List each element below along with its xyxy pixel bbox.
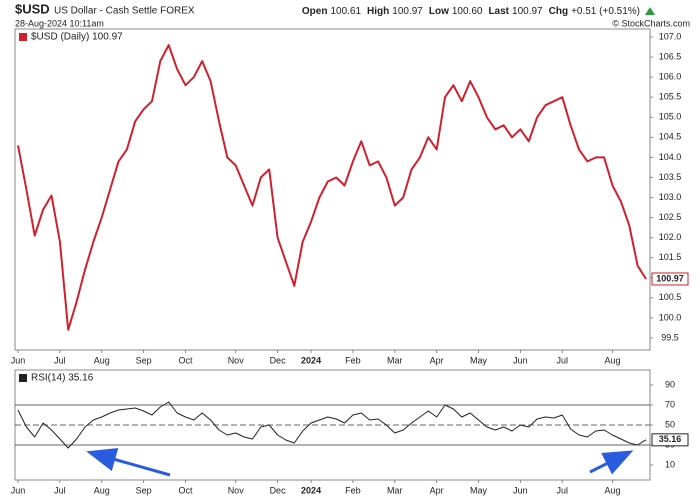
x-tick-label: Feb xyxy=(345,355,361,365)
symbol: $USD xyxy=(15,1,50,16)
x-tick-label: Feb xyxy=(345,485,361,495)
x-tick-label: Jul xyxy=(54,355,66,365)
x-tick-label: Mar xyxy=(387,485,403,495)
x-tick-label: Jun xyxy=(513,355,528,365)
x-tick-label: Apr xyxy=(430,485,444,495)
date: 28-Aug-2024 10:11am xyxy=(15,18,104,28)
x-tick-label: Nov xyxy=(228,355,245,365)
quote-label: High xyxy=(367,6,389,17)
x-tick-label: Aug xyxy=(604,485,620,495)
instrument-name: US Dollar - Cash Settle FOREX xyxy=(54,6,195,17)
x-tick-label: Aug xyxy=(604,355,620,365)
y-tick-label: 103.5 xyxy=(659,172,682,182)
x-tick-label: Oct xyxy=(178,355,193,365)
legend: RSI(14) 35.16 xyxy=(31,373,94,384)
x-tick-label: Nov xyxy=(228,485,245,495)
y-tick-label: 104.5 xyxy=(659,132,682,142)
y-tick-label: 106.5 xyxy=(659,51,682,61)
legend: $USD (Daily) 100.97 xyxy=(31,32,123,43)
x-tick-label: Oct xyxy=(178,485,193,495)
x-tick-label: Aug xyxy=(94,485,110,495)
x-tick-label: 2024 xyxy=(301,485,321,495)
quote-label: Chg xyxy=(549,6,568,17)
y-tick-label: 105.0 xyxy=(659,112,682,122)
up-icon xyxy=(645,7,655,15)
quote-label: Low xyxy=(429,6,449,17)
x-tick-label: May xyxy=(470,485,488,495)
quote-label: Open xyxy=(302,6,328,17)
x-tick-label: Jun xyxy=(11,485,26,495)
quote: Open 100.61 High 100.97 Low 100.60 Last 100.97 C… xyxy=(302,6,640,17)
y-tick-label: 99.5 xyxy=(661,332,679,342)
y-tick-label: 101.5 xyxy=(659,252,682,262)
quote-value: 100.61 xyxy=(330,6,361,17)
quote-value: 100.97 xyxy=(512,6,543,17)
y-tick-label: 100.0 xyxy=(659,312,682,322)
y-tick-label: 105.5 xyxy=(659,92,682,102)
x-tick-label: 2024 xyxy=(301,355,321,365)
quote-value: 100.97 xyxy=(392,6,423,17)
series-line xyxy=(17,44,647,331)
y-tick-label: 106.0 xyxy=(659,72,682,82)
y-tick-label: 50 xyxy=(665,419,675,429)
x-tick-label: Jul xyxy=(557,355,569,365)
x-tick-label: Jun xyxy=(11,355,26,365)
last-value-label: 100.97 xyxy=(656,273,684,283)
y-tick-label: 107.0 xyxy=(659,31,682,41)
quote-value: 100.60 xyxy=(452,6,483,17)
y-tick-label: 100.5 xyxy=(659,292,682,302)
quote-value: +0.51 (+0.51%) xyxy=(571,6,640,17)
y-tick-label: 10 xyxy=(665,459,675,469)
x-tick-label: May xyxy=(470,355,488,365)
legend-swatch xyxy=(19,33,27,41)
x-tick-label: Jul xyxy=(557,485,569,495)
last-value-tag xyxy=(651,433,689,447)
price-panel xyxy=(14,28,651,351)
x-tick-label: Jul xyxy=(54,485,66,495)
x-tick-label: Aug xyxy=(94,355,110,365)
x-tick-label: Apr xyxy=(430,355,444,365)
last-value-label: 35.16 xyxy=(659,434,682,444)
annotation-arrow xyxy=(86,447,171,477)
quote-label: Last xyxy=(488,6,509,17)
y-tick-label: 102.5 xyxy=(659,212,682,222)
x-tick-label: Mar xyxy=(387,355,403,365)
annotation-arrow xyxy=(589,450,634,475)
y-tick-label: 103.0 xyxy=(659,192,682,202)
x-tick-label: Sep xyxy=(136,485,152,495)
last-value-tag xyxy=(651,272,689,286)
x-tick-label: Jun xyxy=(513,485,528,495)
series-line xyxy=(17,401,647,449)
x-tick-label: Sep xyxy=(136,355,152,365)
y-tick-label: 90 xyxy=(665,379,675,389)
x-tick-label: Dec xyxy=(270,355,287,365)
y-tick-label: 104.0 xyxy=(659,152,682,162)
x-tick-label: Dec xyxy=(270,485,287,495)
y-tick-label: 102.0 xyxy=(659,232,682,242)
legend-swatch xyxy=(19,374,27,382)
copyright: © StockCharts.com xyxy=(612,18,690,28)
y-tick-label: 70 xyxy=(665,399,675,409)
